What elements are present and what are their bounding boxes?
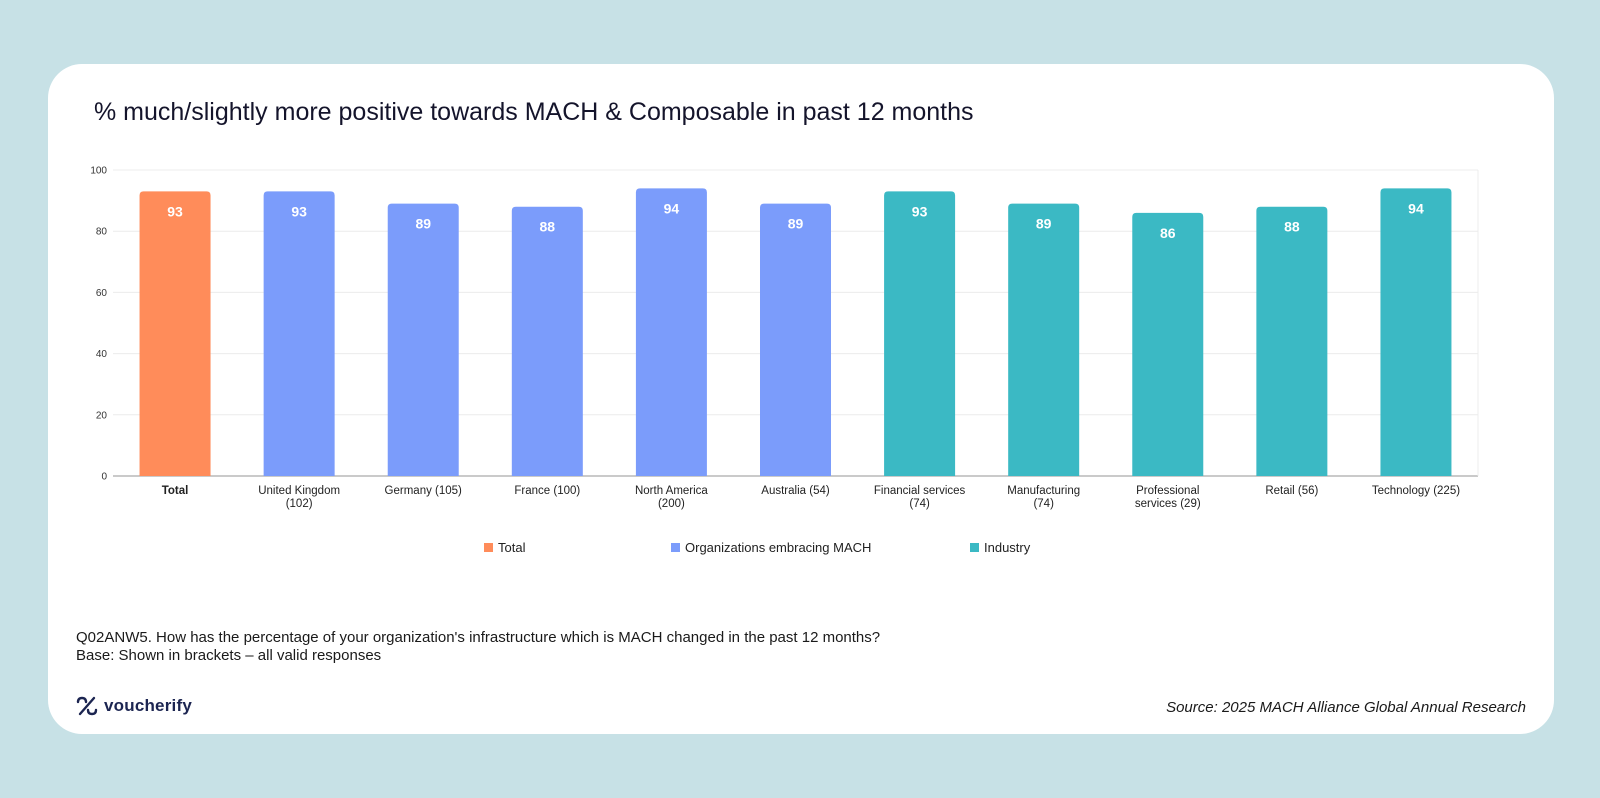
legend-label: Total — [498, 540, 526, 555]
chart-title: % much/slightly more positive towards MA… — [94, 98, 974, 126]
bar-chart: 0 20 40 60 80 100 93 Total 93 United Kingdom(102)… — [90, 166, 1479, 555]
brand-name: voucherify — [104, 696, 192, 715]
x-tick-label: (74) — [909, 498, 930, 510]
bar — [635, 188, 707, 477]
bar-value-label: 93 — [167, 203, 183, 219]
x-tick-label: Retail (56) — [1265, 485, 1318, 497]
bar-value-label: 88 — [540, 219, 556, 235]
x-tick-label: (74) — [1033, 498, 1054, 510]
y-tick-label: 40 — [96, 349, 108, 360]
bar-value-label: 93 — [912, 203, 928, 219]
bar — [511, 206, 583, 476]
y-tick-label: 20 — [96, 410, 108, 421]
bar — [387, 203, 459, 476]
brand-logo: voucherify — [76, 696, 192, 716]
legend-label: Industry — [984, 540, 1031, 555]
bar — [1256, 206, 1328, 476]
y-tick-label: 60 — [96, 288, 108, 299]
x-tick-label: Manufacturing — [1007, 485, 1080, 497]
bar-value-label: 89 — [415, 216, 431, 232]
x-tick-label: Technology (225) — [1372, 485, 1460, 497]
legend-label: Organizations embracing MACH — [685, 540, 871, 555]
bar — [1132, 212, 1204, 476]
x-tick-label: Australia (54) — [761, 485, 830, 497]
footnote-question: Q02ANW5. How has the percentage of your … — [76, 629, 881, 646]
legend-swatch — [970, 543, 979, 552]
x-tick-label: Financial services — [874, 485, 966, 497]
bar — [1008, 203, 1080, 476]
x-tick-label: services (29) — [1135, 498, 1201, 510]
bar-value-label: 89 — [788, 216, 804, 232]
y-tick-label: 0 — [101, 472, 107, 483]
bar — [760, 203, 831, 476]
x-tick-label: Professional — [1136, 485, 1199, 497]
bar-value-label: 86 — [1160, 225, 1176, 241]
footnote: Q02ANW5. How has the percentage of your … — [76, 629, 880, 665]
bar-value-label: 94 — [664, 200, 680, 216]
legend-swatch — [671, 543, 680, 552]
x-tick-label: France (100) — [514, 485, 580, 497]
bar — [263, 191, 335, 477]
bar-value-label: 88 — [1284, 219, 1300, 235]
y-tick-label: 100 — [90, 166, 107, 177]
bar — [1380, 188, 1452, 477]
chart-card: % much/slightly more positive towards MA… — [48, 64, 1554, 734]
x-tick-label: (200) — [658, 498, 685, 510]
bar-value-label: 89 — [1036, 216, 1052, 232]
bar — [884, 191, 956, 477]
x-tick-label: Total — [162, 485, 189, 497]
x-tick-label: (102) — [286, 498, 313, 510]
x-tick-label: Germany (105) — [385, 485, 463, 497]
bar-value-label: 94 — [1408, 200, 1424, 216]
footnote-base: Base: Shown in brackets – all valid resp… — [76, 647, 382, 664]
x-tick-label: United Kingdom — [258, 485, 340, 497]
legend-swatch — [484, 543, 493, 552]
x-tick-label: North America — [635, 485, 708, 497]
bar-value-label: 93 — [291, 203, 307, 219]
y-tick-label: 80 — [96, 227, 108, 238]
bar — [139, 191, 211, 477]
source-note: Source: 2025 MACH Alliance Global Annual… — [1166, 699, 1526, 716]
percent-logo-icon — [76, 696, 98, 716]
